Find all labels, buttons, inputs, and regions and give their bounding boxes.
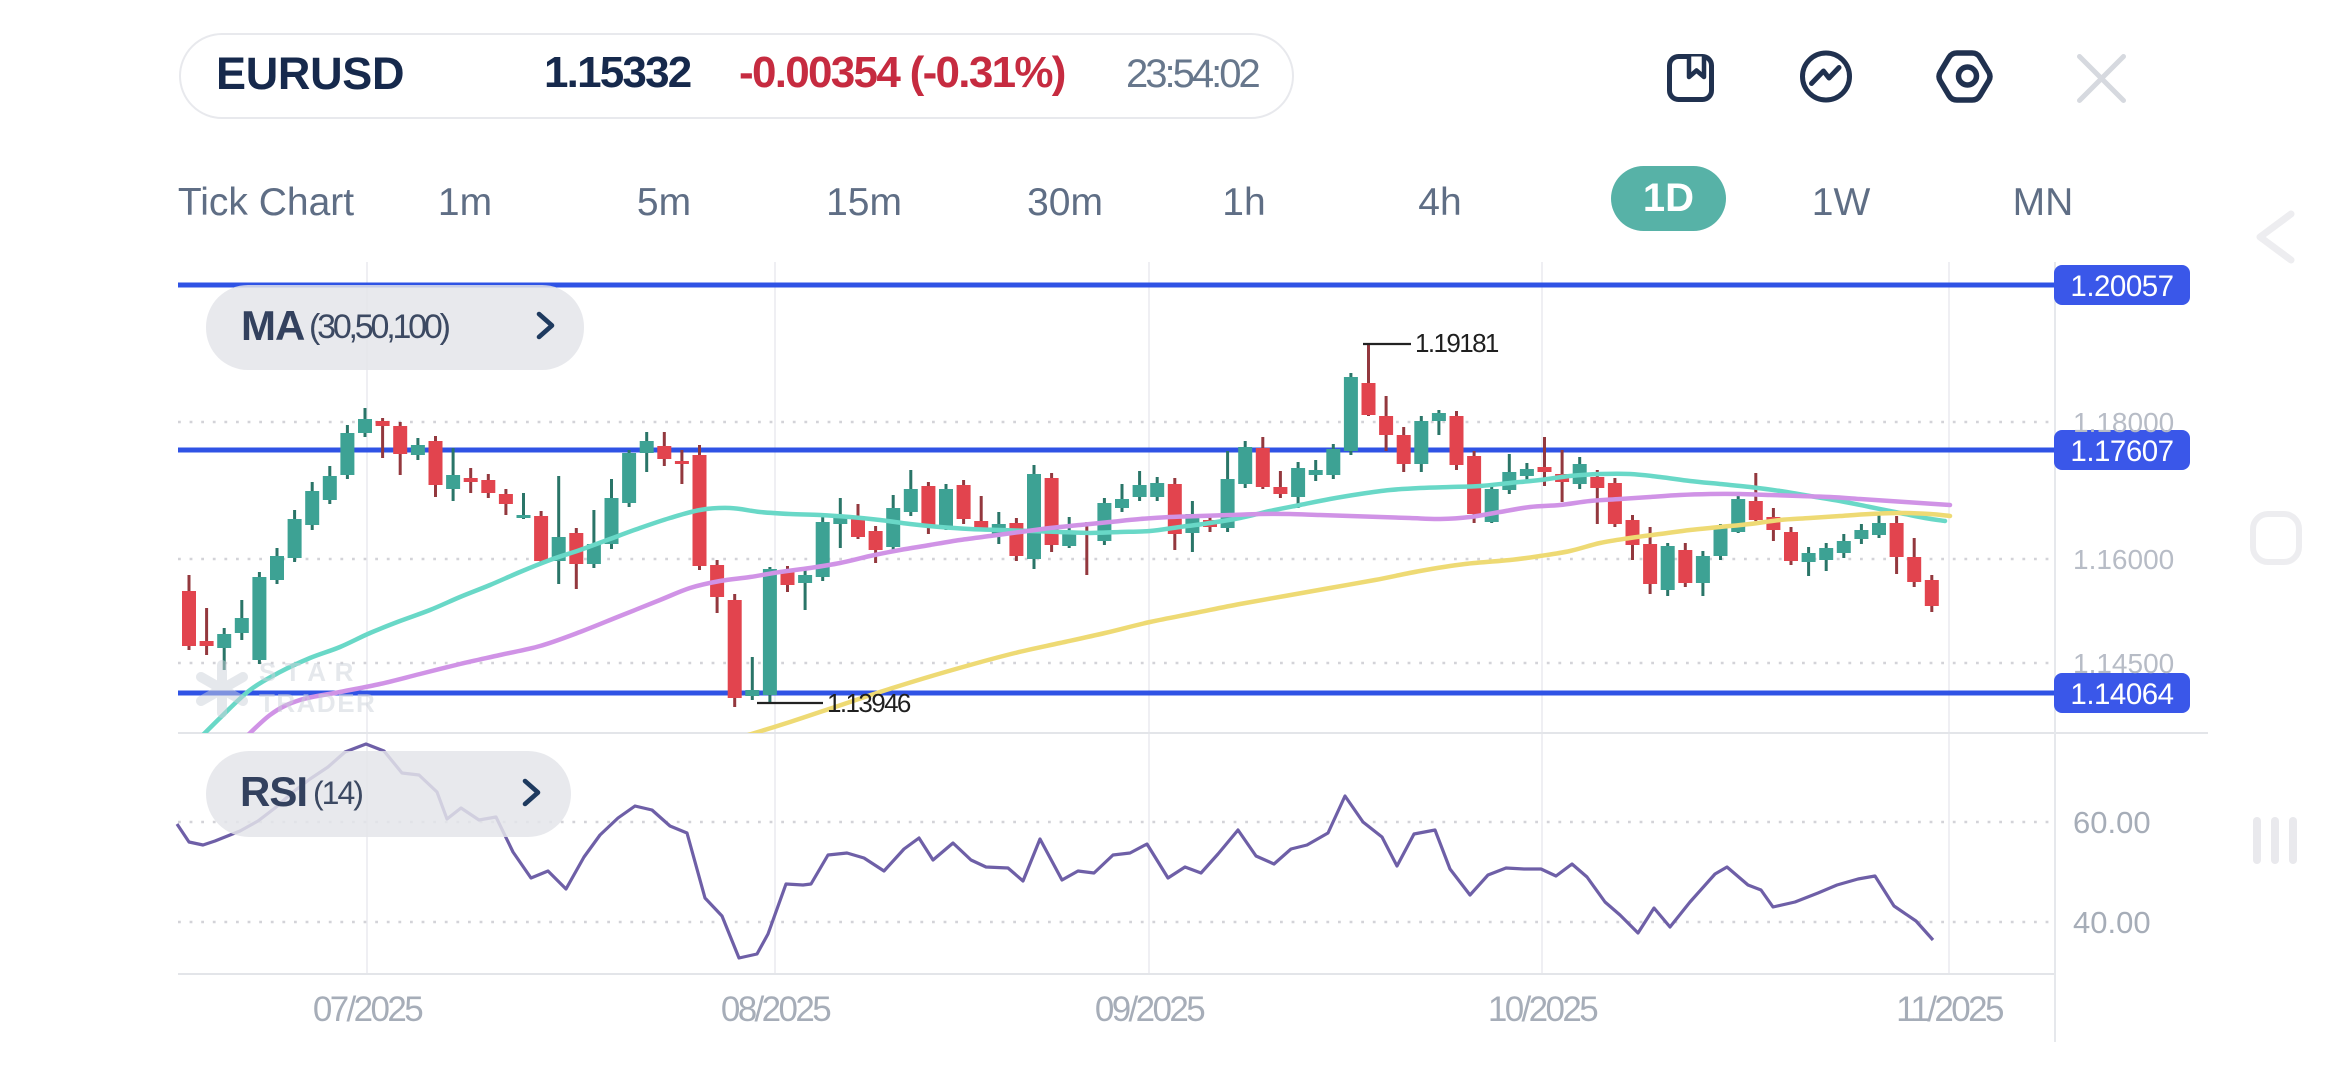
svg-text:10/2025: 10/2025 (1488, 990, 1597, 1029)
svg-text:1.14064: 1.14064 (2070, 678, 2173, 711)
svg-text:07/2025: 07/2025 (313, 990, 422, 1029)
svg-text:1.19181: 1.19181 (1415, 328, 1499, 358)
svg-text:(14): (14) (313, 775, 362, 811)
svg-text:RSI: RSI (240, 768, 307, 815)
svg-text:1.20057: 1.20057 (2070, 270, 2173, 303)
svg-text:STAR: STAR (259, 657, 362, 687)
svg-text:1.18000: 1.18000 (2073, 407, 2174, 438)
svg-text:TRADER: TRADER (259, 688, 376, 718)
svg-text:MA: MA (241, 302, 305, 349)
svg-text:(30,50,100): (30,50,100) (309, 308, 450, 346)
svg-text:1.14500: 1.14500 (2073, 648, 2174, 679)
svg-text:40.00: 40.00 (2073, 905, 2151, 940)
svg-text:09/2025: 09/2025 (1095, 990, 1204, 1029)
svg-text:08/2025: 08/2025 (721, 990, 830, 1029)
svg-text:11/2025: 11/2025 (1896, 990, 2003, 1029)
svg-text:1.17607: 1.17607 (2070, 435, 2173, 468)
svg-text:60.00: 60.00 (2073, 805, 2151, 840)
svg-text:1.13946: 1.13946 (827, 688, 911, 718)
svg-text:1.16000: 1.16000 (2073, 544, 2174, 575)
